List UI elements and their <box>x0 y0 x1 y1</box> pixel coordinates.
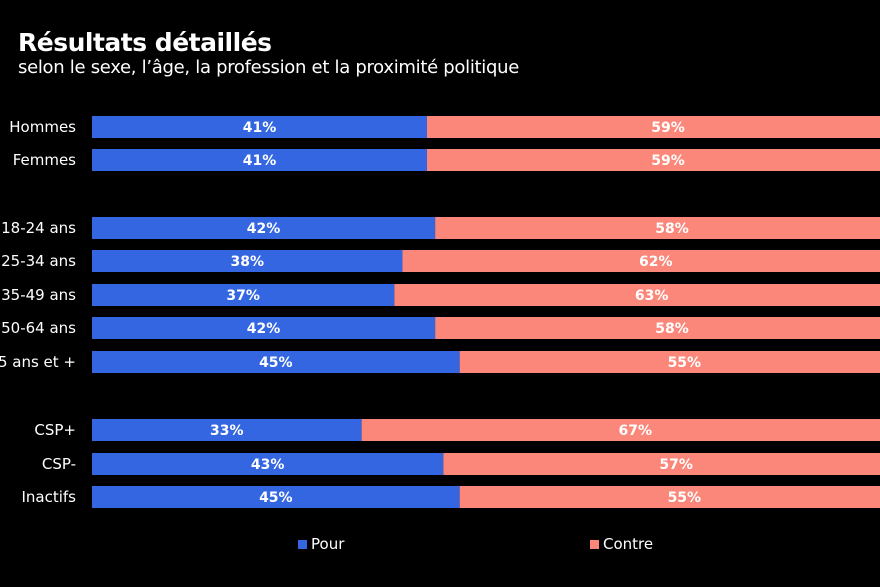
data-label-contre: 57% <box>659 457 693 473</box>
legend-item-contre: Contre <box>590 535 653 553</box>
data-label-pour: 45% <box>259 490 293 506</box>
bar-pour <box>92 486 460 508</box>
category-label: 18-24 ans <box>1 219 76 237</box>
bar-contre <box>426 149 880 171</box>
bar-pour <box>92 284 395 306</box>
bar-pour <box>92 217 436 239</box>
data-label-contre: 62% <box>639 254 673 270</box>
bar-pour <box>92 116 427 138</box>
data-label-pour: 42% <box>247 221 281 237</box>
category-label: CSP+ <box>34 421 76 439</box>
data-label-pour: 41% <box>243 153 277 169</box>
data-label-contre: 59% <box>651 153 685 169</box>
category-label: 50-64 ans <box>1 319 76 337</box>
bar-contre <box>435 217 880 239</box>
category-label: 65 ans et + <box>0 353 76 371</box>
bar-contre <box>435 317 880 339</box>
data-label-pour: 33% <box>210 423 244 439</box>
bar-contre <box>394 284 880 306</box>
legend-label-contre: Contre <box>603 535 654 553</box>
bar-contre <box>443 453 880 475</box>
bar-pour <box>92 453 444 475</box>
data-label-pour: 41% <box>243 120 277 136</box>
bar-pour <box>92 250 403 272</box>
category-label: Inactifs <box>21 488 76 506</box>
data-label-pour: 42% <box>247 321 281 337</box>
bar-contre <box>402 250 880 272</box>
bar-pour <box>92 149 427 171</box>
data-label-pour: 45% <box>259 355 293 371</box>
bar-pour <box>92 419 362 441</box>
data-label-contre: 55% <box>668 355 702 371</box>
data-label-contre: 58% <box>655 321 689 337</box>
category-label: Hommes <box>9 118 76 136</box>
category-label: Femmes <box>13 151 76 169</box>
legend-swatch-contre <box>590 539 599 549</box>
data-label-contre: 59% <box>651 120 685 136</box>
data-label-pour: 43% <box>251 457 285 473</box>
bar-contre <box>459 486 880 508</box>
data-label-contre: 67% <box>619 423 653 439</box>
data-label-contre: 58% <box>655 221 689 237</box>
bar-contre <box>459 351 880 373</box>
data-label-contre: 55% <box>668 490 702 506</box>
data-label-pour: 37% <box>226 288 260 304</box>
data-label-contre: 63% <box>635 288 669 304</box>
legend-swatch-pour <box>298 539 307 549</box>
category-label: 25-34 ans <box>1 252 76 270</box>
bar-contre <box>361 419 880 441</box>
legend-item-pour: Pour <box>298 535 344 553</box>
bar-pour <box>92 351 460 373</box>
category-label: 35-49 ans <box>1 286 76 304</box>
category-label: CSP- <box>42 455 76 473</box>
bar-contre <box>426 116 880 138</box>
chart-subtitle: selon le sexe, l’âge, la profession et l… <box>18 57 519 78</box>
data-label-pour: 38% <box>230 254 264 270</box>
chart-title: Résultats détaillés <box>18 28 272 57</box>
legend-label-pour: Pour <box>311 535 345 553</box>
bar-pour <box>92 317 436 339</box>
